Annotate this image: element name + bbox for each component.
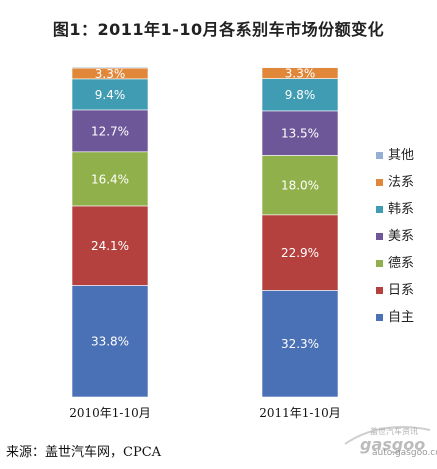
legend-swatch-5 (376, 287, 383, 294)
data-label-1-3: 13.5% (281, 127, 319, 141)
legend-swatch-0 (376, 152, 383, 159)
legend-label-1: 法系 (388, 175, 414, 190)
data-label-0-5: 3.3% (95, 67, 126, 81)
data-label-1-2: 18.0% (281, 179, 319, 193)
bar-segment-1-1 (261, 214, 339, 291)
bar-segment-1-3 (261, 110, 339, 156)
legend-label-3: 美系 (388, 229, 414, 244)
data-label-0-3: 12.7% (91, 124, 129, 138)
data-label-0-4: 9.4% (95, 88, 126, 102)
bar-segment-1-2 (261, 155, 339, 216)
legend-label-5: 日系 (388, 283, 414, 298)
legend-label-2: 韩系 (388, 202, 414, 217)
legend-swatch-2 (376, 206, 383, 213)
watermark-tagline: 盖世汽车资讯 (370, 426, 418, 436)
legend-swatch-3 (376, 233, 383, 240)
category-label-1: 2011年1-10月 (259, 406, 341, 420)
legend-label-6: 自主 (388, 310, 414, 325)
data-label-0-0: 33.8% (91, 335, 129, 349)
bar-segment-0-6 (71, 66, 149, 69)
data-label-0-1: 24.1% (91, 239, 129, 253)
data-label-1-0: 32.3% (281, 337, 319, 351)
data-label-1-5: 3.3% (285, 67, 316, 81)
legend-label-4: 德系 (388, 256, 414, 271)
watermark-logo-text: gasgoo (360, 435, 425, 454)
source-note: 来源：盖世汽车网，CPCA (6, 445, 162, 460)
bar-segment-0-3 (71, 109, 149, 153)
chart-title: 图1：2011年1-10月各系别车市场份额变化 (52, 20, 385, 39)
category-label-0: 2010年1-10月 (69, 406, 151, 420)
bar-segment-0-2 (71, 151, 149, 207)
legend-swatch-6 (376, 314, 383, 321)
legend-label-0: 其他 (388, 148, 414, 163)
data-label-0-2: 16.4% (91, 172, 129, 186)
bar-segment-1-4 (261, 78, 339, 112)
gasgoo-logo-icon: 盖世汽车资讯 gasgoo (344, 426, 431, 454)
watermark-url: auto.gasgoo.com (372, 448, 437, 458)
bar-segment-1-6 (261, 66, 339, 68)
legend-swatch-4 (376, 260, 383, 267)
data-label-1-4: 9.8% (285, 88, 316, 102)
bar-segment-0-0 (71, 285, 149, 398)
bar-segment-0-1 (71, 205, 149, 286)
legend-swatch-1 (376, 179, 383, 186)
data-label-1-1: 22.9% (281, 246, 319, 260)
